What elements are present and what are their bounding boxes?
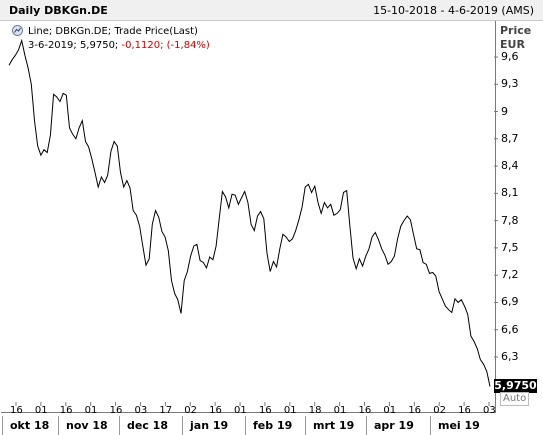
x-day-tick-label: 01 [333,405,347,416]
x-day-tick-label: 16 [258,405,272,416]
x-day-tick-label: 01 [234,405,247,416]
auto-scale-button[interactable]: Auto [500,392,530,406]
chart-title: Daily DBKGn.DE [9,4,108,17]
x-month-label: jan 19 [190,419,229,432]
x-month-label: mrt 19 [313,419,355,432]
y-tick-label: 7,8 [501,213,519,227]
x-day-tick-label: 18 [308,405,322,416]
month-divider [58,416,59,435]
legend-date-value: 3-6-2019; 5,9750; [28,40,119,51]
x-day-tick-label: 01 [84,405,98,416]
x-day-tick-label: 02 [184,405,197,416]
month-divider [2,416,3,435]
price-line [8,38,491,387]
x-day-tick-label: 17 [159,405,173,416]
y-tick-label: 8,7 [501,131,519,145]
currency-label: EUR [500,38,525,51]
legend-change-pct: (-1,84%) [166,40,210,51]
x-month-label: feb 19 [253,419,293,432]
date-range: 15-10-2018 - 4-6-2019 (AMS) [373,4,534,17]
y-tick-label: 9,3 [501,77,519,91]
x-day-tick-label: 16 [109,405,123,416]
y-tick-label: 8,4 [501,159,519,173]
y-tick-label: 7,5 [501,240,519,254]
legend-series: Line; DBKGn.DE; Trade Price(Last) [28,26,198,37]
month-divider [119,416,120,435]
x-month-label: mei 19 [438,419,480,432]
month-divider [182,416,183,435]
x-day-tick-label: 03 [134,405,148,416]
y-tick-label: 7,2 [501,268,519,282]
x-day-tick-label: 03 [483,405,496,416]
y-tick-label: 9 [501,104,508,118]
chart-header: Daily DBKGn.DE 15-10-2018 - 4-6-2019 (AM… [0,0,543,21]
y-tick-label: 8,1 [501,186,519,200]
x-day-tick-label: 01 [283,405,297,416]
plot-area[interactable] [1,21,496,413]
x-day-tick-label: 16 [209,405,222,416]
x-month-label: dec 18 [127,419,168,432]
month-divider [430,416,431,435]
x-day-tick-label: 16 [408,405,422,416]
x-month-label: apr 19 [374,419,414,432]
y-tick-label: 6,6 [501,322,519,336]
x-month-label: nov 18 [66,419,108,432]
x-month-label: okt 18 [10,419,50,432]
month-divider [366,416,367,435]
x-day-tick-label: 16 [10,405,23,416]
month-divider [245,416,246,435]
x-day-tick-label: 01 [383,405,397,416]
x-day-tick-label: 01 [34,405,48,416]
y-tick-label: 6,3 [501,350,519,363]
price-axis-label: Price [500,24,532,37]
legend-change: -0,1120; [121,40,164,51]
x-day-tick-label: 02 [433,405,446,416]
legend-values: 3-6-2019; 5,9750; -0,1120; (-1,84%) [28,40,210,51]
x-day-tick-label: 16 [358,405,372,416]
line-chart-icon[interactable] [12,25,23,36]
x-day-tick-label: 16 [59,405,73,416]
last-value-badge: 5,9750 [494,379,537,393]
y-tick-label: 9,6 [501,50,519,63]
y-tick-label: 6,9 [501,295,519,309]
month-divider [305,416,306,435]
x-day-tick-label: 16 [458,405,471,416]
